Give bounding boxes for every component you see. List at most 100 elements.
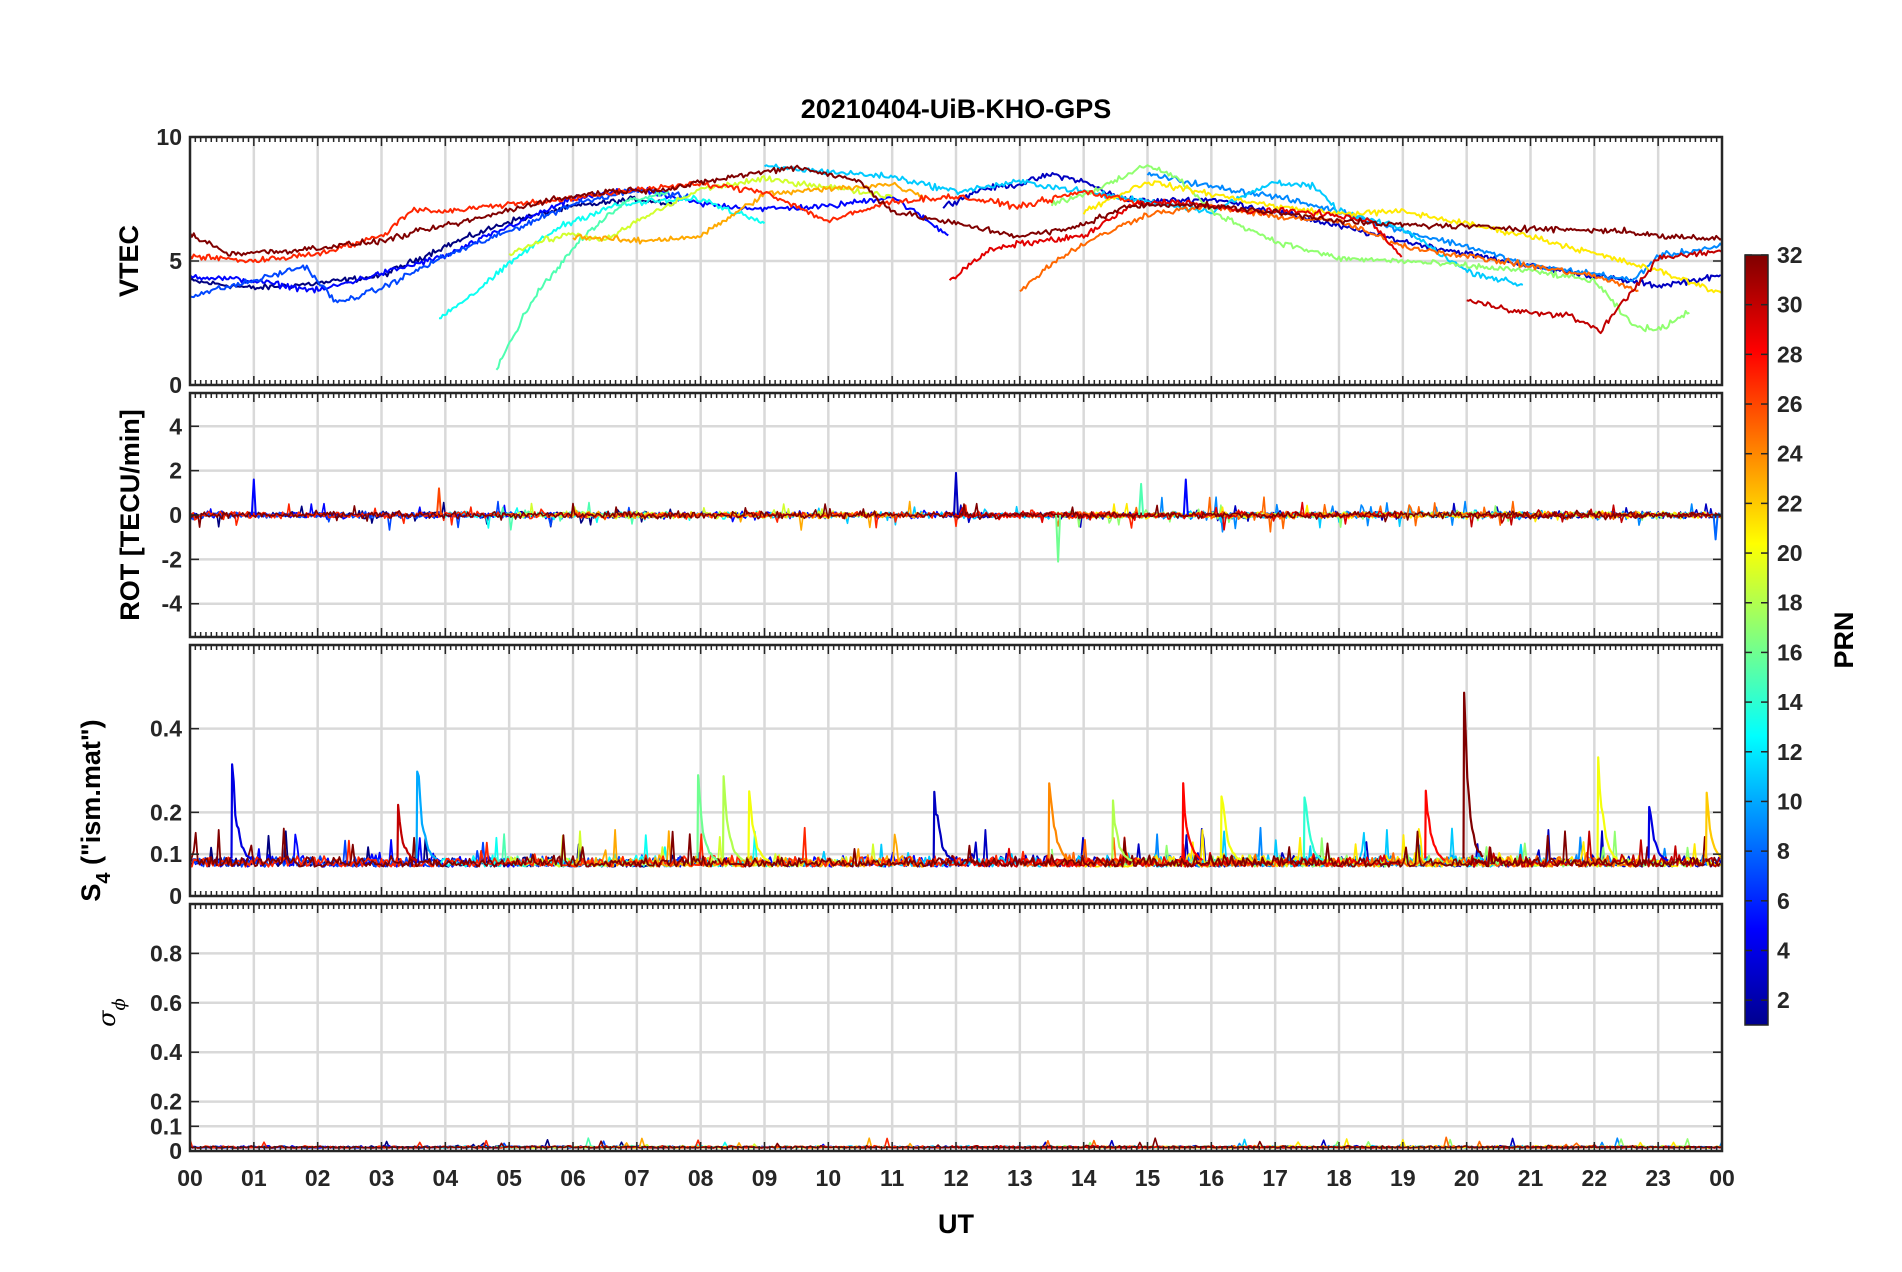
y-tick-label: 0.4 xyxy=(150,1039,182,1065)
vtec-line-prn-13 xyxy=(438,194,766,320)
colorbar-tick-label: 22 xyxy=(1777,490,1803,516)
s4-line-prn-32 xyxy=(190,827,1721,868)
y-tick-label: 0.8 xyxy=(150,940,182,966)
rot-spike xyxy=(1712,514,1719,541)
y-tick-label: -4 xyxy=(162,591,183,617)
vtec-line-prn-17 xyxy=(1050,164,1690,333)
x-tick-label: 00 xyxy=(1709,1165,1735,1191)
y-tick-label: 0.1 xyxy=(150,1113,182,1139)
y-axis-label-sub: 4 xyxy=(93,872,115,884)
vtec-line-prn-30 xyxy=(1466,249,1722,335)
x-tick-label: 23 xyxy=(1645,1165,1671,1191)
colorbar-tick-label: 20 xyxy=(1777,540,1803,566)
colorbar-tick-label: 6 xyxy=(1777,888,1790,914)
s4-spike xyxy=(696,774,718,861)
x-tick-label: 22 xyxy=(1582,1165,1608,1191)
x-tick-label: 19 xyxy=(1390,1165,1416,1191)
y-axis-label-main: σ xyxy=(93,1010,121,1027)
s4-spike xyxy=(1047,782,1069,861)
colorbar-tick-label: 10 xyxy=(1777,788,1803,814)
s4-spike xyxy=(415,770,438,860)
s4-spike xyxy=(1596,756,1619,860)
colorbar-label: PRN xyxy=(1829,611,1859,668)
rot-spike xyxy=(953,471,959,516)
x-tick-label: 10 xyxy=(816,1165,842,1191)
x-tick-label: 15 xyxy=(1135,1165,1161,1191)
s4-spike xyxy=(1647,805,1669,862)
s4-spike xyxy=(396,803,418,862)
y-tick-label: 10 xyxy=(156,124,182,150)
x-tick-label: 02 xyxy=(305,1165,331,1191)
panel-2: -4 -2 0 2 4 ROT [TECU/min] xyxy=(115,391,1724,639)
panel-1: 0 5 10 VTEC xyxy=(114,124,1724,398)
colorbar-tick-label: 18 xyxy=(1777,590,1803,616)
y-axis-label: σϕ xyxy=(93,998,130,1027)
vtec-line-prn-5 xyxy=(190,186,949,294)
panel-3: 0 0.1 0.2 0.4 S4 ("ism.mat") xyxy=(76,643,1724,909)
vtec-line-prn-32 xyxy=(190,164,1722,257)
s4-spike xyxy=(1181,782,1203,861)
s4-spike xyxy=(932,790,955,862)
y-axis-label-rest: ("ism.mat") xyxy=(76,719,106,872)
vtec-line-prn-29 xyxy=(948,198,1403,281)
colorbar-gradient xyxy=(1744,254,1769,1026)
s4-spike xyxy=(1704,791,1722,860)
y-tick-label: 4 xyxy=(169,413,182,439)
vtec-line-prn-9 xyxy=(1146,171,1722,282)
colorbar-tick-label: 32 xyxy=(1777,242,1803,268)
y-tick-label: 0.4 xyxy=(150,716,182,742)
vtec-series xyxy=(190,163,1722,371)
s4-spike xyxy=(1462,691,1484,859)
x-tick-label: 06 xyxy=(560,1165,586,1191)
y-tick-label: 0.6 xyxy=(150,990,182,1016)
x-tick-label: 07 xyxy=(624,1165,650,1191)
x-tick-label: 09 xyxy=(752,1165,778,1191)
rot-series xyxy=(190,471,1722,563)
chart-title: 20210404-UiB-KHO-GPS xyxy=(801,94,1112,124)
colorbar-tick-label: 16 xyxy=(1777,639,1803,665)
x-tick-label: 20 xyxy=(1454,1165,1480,1191)
x-tick-label: 13 xyxy=(1007,1165,1033,1191)
y-tick-label: 0 xyxy=(169,883,182,909)
y-axis-label: VTEC xyxy=(114,225,144,297)
s4-series xyxy=(190,691,1722,868)
colorbar-tick-label: 8 xyxy=(1777,838,1790,864)
x-tick-label: 17 xyxy=(1262,1165,1288,1191)
vtec-line-prn-7 xyxy=(190,186,689,304)
s4-spike xyxy=(1219,795,1242,861)
colorbar-tick-label: 30 xyxy=(1777,292,1803,318)
y-tick-label: 5 xyxy=(169,248,182,274)
s4-spike xyxy=(230,763,253,861)
s4-spike xyxy=(1424,789,1446,861)
x-tick-label: 01 xyxy=(241,1165,267,1191)
x-tick-label: 14 xyxy=(1071,1165,1097,1191)
x-axis-label: UT xyxy=(938,1209,974,1239)
y-axis-label-sub: ϕ xyxy=(109,998,130,1010)
y-tick-label: 0.2 xyxy=(150,799,182,825)
colorbar-tick-label: 24 xyxy=(1777,441,1803,467)
x-tick-label: 05 xyxy=(496,1165,522,1191)
rot-spike xyxy=(1055,514,1062,563)
y-tick-label: 2 xyxy=(169,458,182,484)
vtec-line-prn-21 xyxy=(1082,180,1722,294)
vtec-line-prn-27 xyxy=(190,181,1148,264)
colorbar-tick-label: 14 xyxy=(1777,689,1803,715)
rot-spike xyxy=(1182,478,1189,516)
y-tick-label: 0 xyxy=(169,1138,182,1164)
s4-spike xyxy=(1302,796,1325,862)
rot-spike xyxy=(436,487,442,516)
colorbar-tick-label: 28 xyxy=(1777,341,1803,367)
x-tick-label: 03 xyxy=(369,1165,395,1191)
y-tick-label: 0.1 xyxy=(150,841,182,867)
rot-line-prn-32 xyxy=(190,502,1722,528)
x-tick-label: 12 xyxy=(943,1165,969,1191)
y-tick-label: 0.2 xyxy=(150,1089,182,1115)
x-tick-label: 00 xyxy=(177,1165,203,1191)
y-tick-label: 0 xyxy=(169,502,182,528)
x-tick-label: 16 xyxy=(1199,1165,1225,1191)
vtec-line-prn-15 xyxy=(495,190,670,371)
y-tick-label: -2 xyxy=(162,546,182,572)
